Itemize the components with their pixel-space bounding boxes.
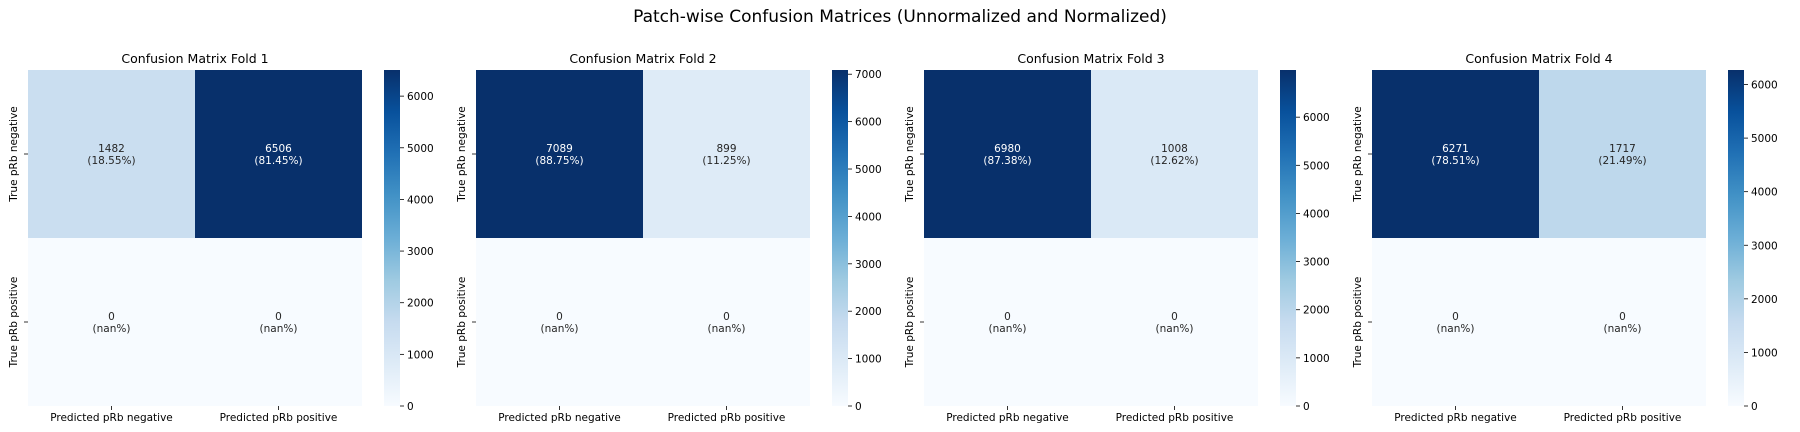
heatmap-cell bbox=[28, 238, 195, 406]
colorbar-tick-label: 6000 bbox=[855, 117, 882, 129]
cell-annotation: 0 (nan%) bbox=[989, 311, 1027, 335]
heatmap-panel: Confusion Matrix Fold 4 6271 (78.51%) 1717(… bbox=[1352, 51, 1778, 424]
x-tick-label: Predicted pRb negative bbox=[1394, 412, 1517, 424]
heatmap-panel: Confusion Matrix Fold 2 7089 (88.75%) 899 (1… bbox=[456, 51, 882, 424]
colorbar bbox=[1280, 70, 1296, 406]
colorbar-tick-label: 1000 bbox=[1303, 353, 1330, 365]
colorbar-tick-label: 6000 bbox=[1303, 112, 1330, 124]
colorbar-tick-label: 5000 bbox=[855, 164, 882, 176]
y-tick-label: True pRb negative bbox=[904, 106, 916, 203]
colorbar-tick-label: 0 bbox=[855, 401, 862, 413]
y-tick-label: True pRb positive bbox=[456, 277, 468, 369]
x-tick-label: Predicted pRb negative bbox=[498, 412, 621, 424]
colorbar bbox=[832, 70, 848, 406]
colorbar bbox=[384, 70, 400, 406]
cell-annotation: 6980 (87.38%) bbox=[983, 143, 1031, 167]
heatmap-cell bbox=[476, 238, 643, 406]
colorbar-tick-label: 4000 bbox=[1303, 208, 1330, 220]
heatmap-cell bbox=[1091, 70, 1258, 238]
cell-annotation: 7089 (88.75%) bbox=[535, 143, 583, 167]
colorbar-tick-label: 4000 bbox=[407, 194, 434, 206]
y-tick-label: True pRb negative bbox=[456, 106, 468, 203]
heatmap-cell bbox=[476, 70, 643, 238]
panels: Confusion Matrix Fold 1 1482 (18.55%) 6506(… bbox=[8, 51, 1778, 424]
colorbar-tick-label: 1000 bbox=[407, 349, 434, 361]
y-tick-label: True pRb positive bbox=[8, 277, 20, 369]
cell-annotation: 0 (nan%) bbox=[708, 311, 746, 335]
colorbar-tick-label: 2000 bbox=[1751, 294, 1778, 306]
heatmap-cell bbox=[195, 238, 362, 406]
colorbar-tick-label: 0 bbox=[1751, 401, 1758, 413]
heatmap-cell bbox=[924, 70, 1091, 238]
x-tick-label: Predicted pRb positive bbox=[220, 412, 338, 424]
colorbar-tick-label: 3000 bbox=[855, 259, 882, 271]
heatmap-cell bbox=[1372, 238, 1539, 406]
colorbar-tick-label: 5000 bbox=[407, 143, 434, 155]
heatmap-title: Confusion Matrix Fold 2 bbox=[569, 51, 716, 66]
cell-annotation: 6506 (81.45%) bbox=[254, 143, 302, 167]
heatmap-title: Confusion Matrix Fold 1 bbox=[121, 51, 268, 66]
colorbar-tick-label: 0 bbox=[1303, 401, 1310, 413]
heatmap-panel: Confusion Matrix Fold 1 1482 (18.55%) 6506(… bbox=[8, 51, 434, 424]
cell-annotation: 0 (nan%) bbox=[541, 311, 579, 335]
colorbar-tick-label: 6000 bbox=[407, 91, 434, 103]
cell-annotation: 1717 (21.49%) bbox=[1598, 143, 1646, 167]
colorbar-tick-label: 2000 bbox=[1303, 305, 1330, 317]
heatmap-cell bbox=[195, 70, 362, 238]
x-tick-label: Predicted pRb negative bbox=[50, 412, 173, 424]
cell-annotation: 0 (nan%) bbox=[1604, 311, 1642, 335]
cell-annotation: 1482 (18.55%) bbox=[87, 143, 135, 167]
heatmap-cell bbox=[924, 238, 1091, 406]
y-tick-label: True pRb positive bbox=[1352, 277, 1364, 369]
heatmap-cell bbox=[643, 238, 810, 406]
heatmap-title: Confusion Matrix Fold 4 bbox=[1465, 51, 1612, 66]
colorbar-tick-label: 2000 bbox=[855, 306, 882, 318]
x-tick-label: Predicted pRb positive bbox=[1116, 412, 1234, 424]
cell-annotation: 0 (nan%) bbox=[260, 311, 298, 335]
colorbar-tick-label: 7000 bbox=[855, 69, 882, 81]
colorbar bbox=[1728, 70, 1744, 406]
colorbar-tick-label: 2000 bbox=[407, 298, 434, 310]
cell-annotation: 899 (11.25%) bbox=[702, 143, 750, 167]
colorbar-tick-label: 6000 bbox=[1751, 80, 1778, 92]
y-tick-label: True pRb positive bbox=[904, 277, 916, 369]
cell-annotation: 1008 (12.62%) bbox=[1150, 143, 1198, 167]
heatmap-cell bbox=[643, 70, 810, 238]
heatmap-cell bbox=[1091, 238, 1258, 406]
colorbar-tick-label: 1000 bbox=[1751, 347, 1778, 359]
cell-annotation: 0 (nan%) bbox=[1437, 311, 1475, 335]
x-tick-label: Predicted pRb positive bbox=[1564, 412, 1682, 424]
heatmap-cell bbox=[28, 70, 195, 238]
cell-annotation: 0 (nan%) bbox=[93, 311, 131, 335]
colorbar-tick-label: 4000 bbox=[855, 211, 882, 223]
colorbar-tick-label: 5000 bbox=[1303, 160, 1330, 172]
cell-annotation: 0 (nan%) bbox=[1156, 311, 1194, 335]
y-tick-label: True pRb negative bbox=[8, 106, 20, 203]
colorbar-tick-label: 5000 bbox=[1751, 133, 1778, 145]
colorbar-tick-label: 0 bbox=[407, 401, 414, 413]
heatmap-cell bbox=[1539, 70, 1706, 238]
figure-suptitle: Patch-wise Confusion Matrices (Unnormali… bbox=[633, 7, 1167, 27]
x-tick-label: Predicted pRb negative bbox=[946, 412, 1069, 424]
heatmap-title: Confusion Matrix Fold 3 bbox=[1017, 51, 1164, 66]
colorbar-tick-label: 3000 bbox=[1751, 240, 1778, 252]
x-tick-label: Predicted pRb positive bbox=[668, 412, 786, 424]
y-tick-label: True pRb negative bbox=[1352, 106, 1364, 203]
colorbar-tick-label: 3000 bbox=[1303, 257, 1330, 269]
heatmap-cell bbox=[1539, 238, 1706, 406]
colorbar-tick-label: 3000 bbox=[407, 246, 434, 258]
colorbar-tick-label: 4000 bbox=[1751, 187, 1778, 199]
heatmap-panel: Confusion Matrix Fold 3 6980 (87.38%) 1008(… bbox=[904, 51, 1330, 424]
heatmap-cell bbox=[1372, 70, 1539, 238]
colorbar-tick-label: 1000 bbox=[855, 354, 882, 366]
cell-annotation: 6271 (78.51%) bbox=[1431, 143, 1479, 167]
